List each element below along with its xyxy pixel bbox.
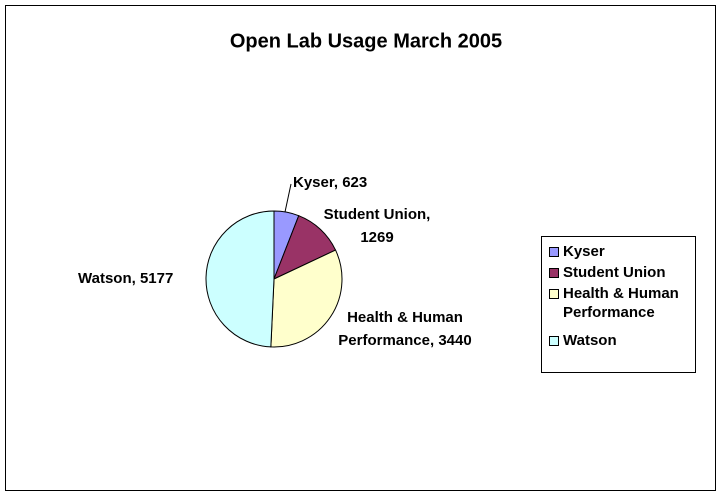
- legend-swatch: [549, 247, 559, 257]
- chart-title: Open Lab Usage March 2005: [230, 30, 502, 52]
- data-label: Student Union, 1269: [323, 206, 431, 246]
- legend-swatch: [549, 268, 559, 278]
- legend-swatch: [549, 289, 559, 299]
- legend-swatch: [549, 336, 559, 346]
- pie-slice: [205, 210, 275, 348]
- data-label: Kyser, 623: [293, 174, 368, 191]
- legend-label: Kyser: [563, 243, 605, 260]
- leader-line: [284, 183, 292, 213]
- legend-box: [541, 236, 696, 373]
- data-label: Health & Human Performance, 3440: [338, 309, 472, 349]
- data-label: Watson, 5177: [78, 270, 174, 287]
- pie-slice: [270, 249, 343, 348]
- legend-label: Health & Human Performance: [563, 285, 679, 321]
- legend-label: Watson: [563, 332, 617, 349]
- legend-label: Student Union: [563, 264, 666, 281]
